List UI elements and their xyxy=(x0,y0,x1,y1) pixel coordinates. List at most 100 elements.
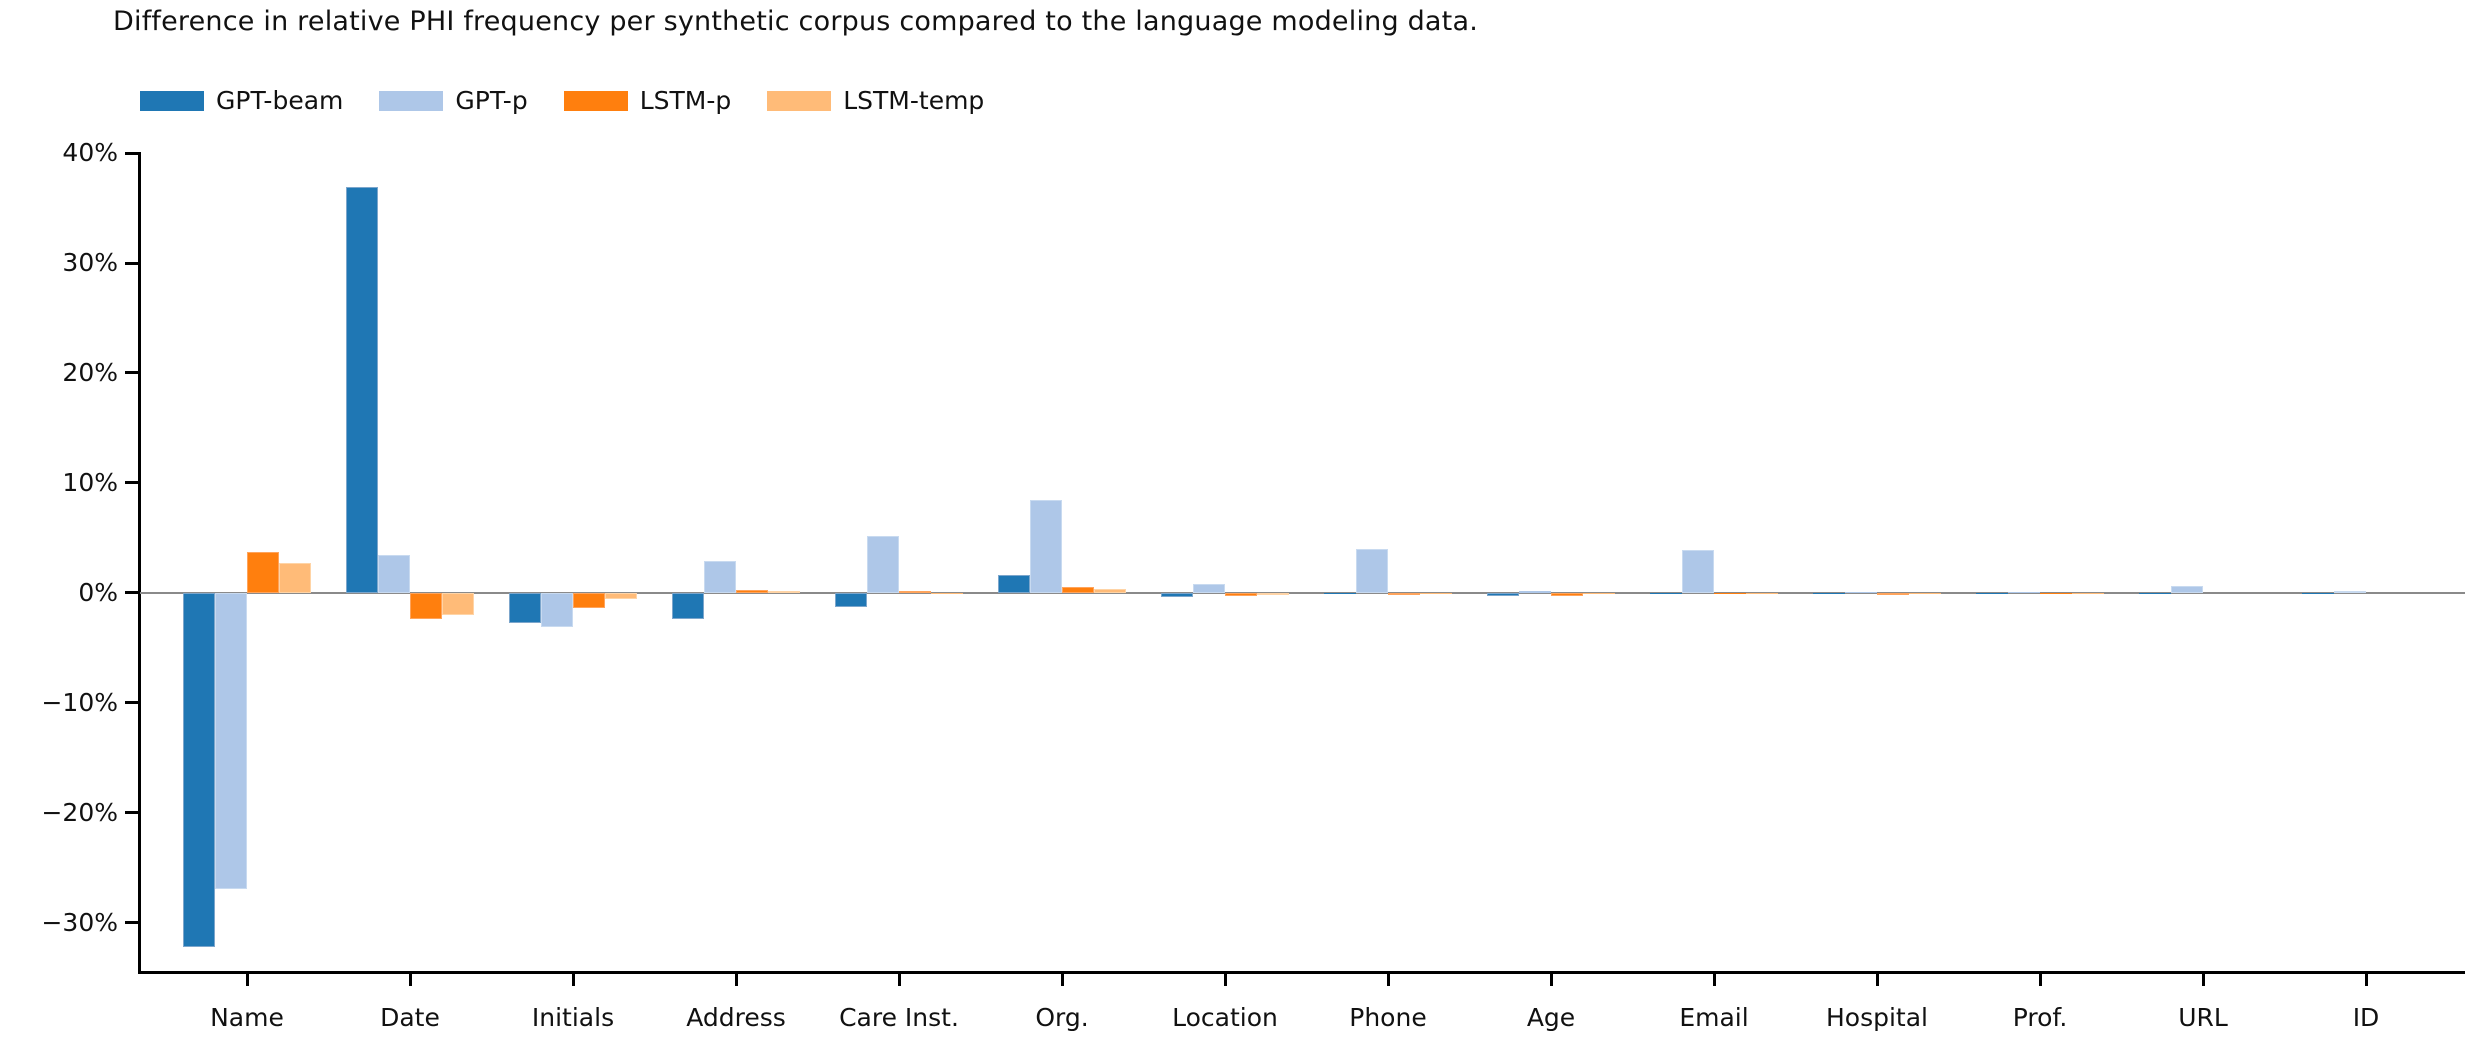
bar-gpt-beam-care-inst xyxy=(835,592,867,608)
bar-gpt-beam-age xyxy=(1487,592,1519,597)
legend-swatch xyxy=(563,90,628,111)
bar-gpt-p-address xyxy=(704,560,736,593)
x-tick xyxy=(1223,973,1227,986)
bar-lstm-p-location xyxy=(1225,592,1257,596)
y-axis-spine xyxy=(138,152,141,974)
x-tick-label: Email xyxy=(1679,1003,1749,1032)
y-tick xyxy=(125,591,138,595)
bar-gpt-beam-name xyxy=(183,592,215,947)
bar-lstm-p-phone xyxy=(1388,592,1420,596)
y-tick-label: 30% xyxy=(62,248,118,278)
bar-gpt-p-email xyxy=(1682,549,1714,593)
x-tick xyxy=(1875,973,1879,986)
bar-gpt-beam-phone xyxy=(1324,592,1356,594)
bar-gpt-p-prof xyxy=(2008,592,2040,593)
bar-lstm-p-age xyxy=(1551,592,1583,596)
y-tick-label: 20% xyxy=(62,357,118,387)
x-tick xyxy=(2201,973,2205,986)
bar-gpt-beam-id xyxy=(2302,592,2334,594)
bar-lstm-temp-location xyxy=(1257,592,1289,596)
y-tick xyxy=(125,261,138,265)
y-tick xyxy=(125,811,138,815)
x-axis-spine xyxy=(138,971,2465,974)
bar-lstm-temp-hospital xyxy=(1909,592,1941,594)
y-tick-label: −30% xyxy=(41,907,118,937)
bar-lstm-temp-name xyxy=(279,563,311,593)
bar-lstm-p-name xyxy=(247,552,279,593)
x-tick-label: Location xyxy=(1172,1003,1278,1032)
bar-gpt-beam-email xyxy=(1650,592,1682,594)
bar-lstm-p-care-inst xyxy=(899,590,931,593)
bar-gpt-beam-initials xyxy=(509,592,541,623)
bar-gpt-p-location xyxy=(1193,584,1225,593)
legend-label: LSTM-p xyxy=(639,86,732,115)
y-tick-label: 10% xyxy=(62,467,118,497)
bar-gpt-p-name xyxy=(215,592,247,889)
bar-gpt-beam-location xyxy=(1161,592,1193,598)
bar-lstm-temp-age xyxy=(1583,592,1615,595)
x-tick-label: Care Inst. xyxy=(839,1003,959,1032)
plot-area xyxy=(138,152,2465,974)
x-tick xyxy=(2038,973,2042,986)
bar-gpt-p-id xyxy=(2334,590,2366,593)
x-tick xyxy=(1549,973,1553,986)
y-tick xyxy=(125,701,138,705)
bar-gpt-beam-address xyxy=(672,592,704,620)
x-tick xyxy=(897,973,901,986)
x-tick-label: Address xyxy=(686,1003,786,1032)
chart-title: Difference in relative PHI frequency per… xyxy=(113,6,1478,37)
y-tick-label: −20% xyxy=(41,797,118,827)
x-tick-label: Prof. xyxy=(2012,1003,2068,1032)
bar-lstm-p-email xyxy=(1714,592,1746,595)
bar-gpt-beam-date xyxy=(346,187,378,593)
legend-item-lstm-temp: LSTM-temp xyxy=(767,86,984,115)
x-tick xyxy=(408,973,412,986)
bar-gpt-beam-hospital xyxy=(1813,592,1845,594)
bar-lstm-temp-phone xyxy=(1420,592,1452,595)
bar-lstm-temp-email xyxy=(1746,592,1778,594)
legend-label: GPT-p xyxy=(455,86,528,115)
bar-lstm-p-org xyxy=(1062,587,1094,593)
y-tick-label: −10% xyxy=(41,687,118,717)
bar-lstm-temp-org xyxy=(1094,588,1126,593)
bar-gpt-p-org xyxy=(1030,500,1062,593)
x-tick xyxy=(1386,973,1390,986)
legend: GPT-beam GPT-p LSTM-p LSTM-temp xyxy=(140,86,984,115)
bar-gpt-p-date xyxy=(378,555,410,593)
bar-lstm-temp-date xyxy=(442,592,474,615)
y-tick-label: 40% xyxy=(62,138,118,168)
x-tick-label: Date xyxy=(380,1003,440,1032)
y-tick xyxy=(125,151,138,155)
x-tick xyxy=(2364,973,2368,986)
legend-swatch xyxy=(767,90,832,111)
x-tick-label: Hospital xyxy=(1825,1003,1928,1032)
legend-item-lstm-p: LSTM-p xyxy=(563,86,732,115)
bar-lstm-temp-care-inst xyxy=(931,592,963,594)
x-tick-label: ID xyxy=(2352,1003,2380,1032)
x-tick-label: Phone xyxy=(1349,1003,1427,1032)
x-tick-label: URL xyxy=(2178,1003,2228,1032)
bar-gpt-p-age xyxy=(1519,591,1551,593)
bar-gpt-p-url xyxy=(2171,586,2203,593)
legend-label: GPT-beam xyxy=(216,86,344,115)
x-tick-label: Age xyxy=(1526,1003,1576,1032)
bar-gpt-p-hospital xyxy=(1845,591,1877,593)
bar-lstm-p-initials xyxy=(573,592,605,609)
y-tick xyxy=(125,921,138,925)
legend-item-gpt-p: GPT-p xyxy=(379,86,528,115)
x-tick-label: Name xyxy=(210,1003,284,1032)
bar-gpt-beam-org xyxy=(998,575,1030,593)
x-tick xyxy=(1060,973,1064,986)
bar-gpt-p-phone xyxy=(1356,548,1388,593)
zero-line xyxy=(140,591,2465,594)
x-tick xyxy=(571,973,575,986)
y-tick xyxy=(125,481,138,485)
bar-lstm-p-prof xyxy=(2040,592,2072,594)
bar-gpt-p-initials xyxy=(541,592,573,627)
legend-label: LSTM-temp xyxy=(843,86,985,115)
x-tick xyxy=(1712,973,1716,986)
bar-lstm-p-date xyxy=(410,592,442,620)
legend-swatch xyxy=(379,90,444,111)
bar-lstm-p-hospital xyxy=(1877,592,1909,596)
